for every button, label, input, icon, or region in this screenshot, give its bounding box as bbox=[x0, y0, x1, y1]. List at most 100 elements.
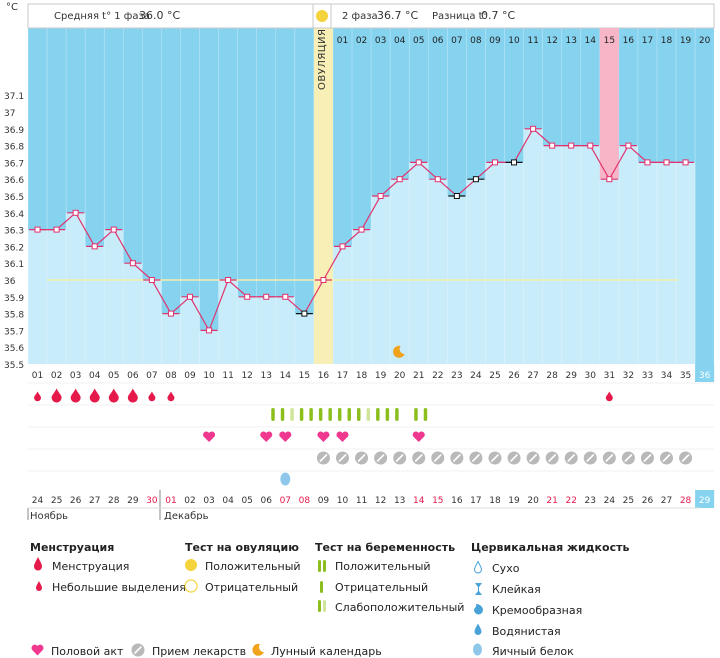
heart-icon bbox=[412, 431, 425, 442]
legend-intercourse: Половой акт bbox=[51, 645, 124, 658]
cervical-eggwhite-icon bbox=[280, 472, 291, 486]
calendar-date: 29 bbox=[699, 496, 711, 506]
cycle-day-number: 08 bbox=[165, 371, 177, 381]
phase2-day-number: 11 bbox=[527, 36, 538, 46]
temp-point[interactable] bbox=[187, 293, 194, 300]
temp-point[interactable] bbox=[625, 142, 632, 149]
cycle-day-number: 23 bbox=[451, 371, 462, 381]
temp-point[interactable] bbox=[663, 159, 670, 166]
temp-point[interactable] bbox=[34, 226, 41, 233]
temp-column bbox=[104, 229, 124, 364]
cycle-day-number: 20 bbox=[394, 371, 406, 381]
y-tick-label: 35.6 bbox=[4, 344, 24, 354]
temp-column bbox=[142, 280, 162, 364]
temp-point[interactable] bbox=[491, 159, 498, 166]
pill-icon bbox=[131, 643, 145, 657]
pregnancy-stick-icon bbox=[309, 408, 313, 421]
cycle-day-number: 27 bbox=[527, 371, 538, 381]
legend-ovulation-negative: Отрицательный bbox=[205, 581, 299, 594]
moon-icon bbox=[252, 643, 264, 656]
temp-point[interactable] bbox=[396, 176, 403, 183]
temp-point[interactable] bbox=[568, 142, 575, 149]
bbt-chart: 35.5 35.6 35.7 35.8 35.9 36 36.1 36.2 36.3 36.4 36… bbox=[4, 2, 715, 520]
heart-icon bbox=[336, 431, 349, 442]
temp-point[interactable] bbox=[434, 176, 441, 183]
legend-cervical-watery: Водянистая bbox=[492, 625, 561, 638]
temp-point[interactable] bbox=[129, 260, 136, 267]
cycle-day-number: 34 bbox=[661, 371, 673, 381]
temp-point[interactable] bbox=[358, 226, 365, 233]
temp-point[interactable] bbox=[644, 159, 651, 166]
temp-point[interactable] bbox=[549, 142, 556, 149]
temp-column bbox=[561, 145, 581, 364]
temp-point[interactable] bbox=[587, 142, 594, 149]
temp-point[interactable] bbox=[263, 293, 270, 300]
temp-point[interactable] bbox=[682, 159, 689, 166]
calendar-date: 28 bbox=[680, 496, 692, 506]
temp-point[interactable] bbox=[72, 209, 79, 216]
ovulation-label: ОВУЛЯЦИЯ bbox=[317, 29, 328, 91]
calendar-date: 02 bbox=[184, 496, 195, 506]
calendar-date: 20 bbox=[527, 496, 539, 506]
legend-cervical-creamy: Кремообразная bbox=[492, 604, 583, 617]
temp-point[interactable] bbox=[511, 159, 518, 166]
temp-point[interactable] bbox=[206, 327, 213, 334]
legend-cervical-title: Цервикальная жидкость bbox=[471, 541, 630, 554]
pill-line bbox=[548, 454, 556, 462]
y-tick-label: 35.9 bbox=[4, 294, 24, 304]
temp-point[interactable] bbox=[606, 176, 613, 183]
legend-cervical-eggwhite: Яичный белок bbox=[492, 645, 574, 658]
temp-column bbox=[161, 313, 181, 364]
phase2-day-number: 04 bbox=[394, 36, 406, 46]
legend-pregnancy-weak: Слабоположительный bbox=[335, 601, 465, 614]
current-day-cell bbox=[695, 364, 715, 382]
temp-point[interactable] bbox=[148, 277, 155, 283]
calendar-date: 11 bbox=[356, 496, 367, 506]
temp-column bbox=[542, 145, 562, 364]
pregnancy-stick-icon bbox=[347, 408, 351, 421]
temp-column bbox=[123, 263, 143, 364]
calendar-date: 07 bbox=[280, 496, 291, 506]
temp-column bbox=[218, 280, 238, 364]
temp-point[interactable] bbox=[91, 243, 98, 250]
phase2-day-number: 14 bbox=[585, 36, 597, 46]
calendar-date: 18 bbox=[489, 496, 501, 506]
y-tick-label: 37 bbox=[4, 109, 15, 119]
temp-point[interactable] bbox=[167, 310, 174, 317]
cycle-day-number: 16 bbox=[318, 371, 330, 381]
calendar-date: 27 bbox=[661, 496, 672, 506]
legend-pregnancy-negative: Отрицательный bbox=[335, 581, 429, 594]
temp-point[interactable] bbox=[225, 277, 232, 283]
temp-column bbox=[580, 145, 600, 364]
calendar-date: 28 bbox=[108, 496, 120, 506]
pill-line bbox=[395, 454, 404, 462]
temp-point[interactable] bbox=[110, 226, 117, 233]
temp-column bbox=[390, 179, 410, 364]
temp-column bbox=[66, 212, 86, 364]
temp-column bbox=[352, 229, 372, 364]
phase2-day-number: 03 bbox=[375, 36, 386, 46]
temp-point[interactable] bbox=[320, 277, 327, 283]
phase2-day-number: 09 bbox=[489, 36, 501, 46]
temp-point[interactable] bbox=[301, 310, 308, 317]
temp-point[interactable] bbox=[377, 193, 384, 199]
pregnancy-stick-weak-icon bbox=[366, 408, 371, 421]
temp-column bbox=[199, 330, 219, 364]
temp-point[interactable] bbox=[453, 193, 460, 199]
pregnancy-stick-icon bbox=[280, 408, 285, 421]
phase2-day-number: 08 bbox=[470, 36, 482, 46]
temp-point[interactable] bbox=[530, 125, 537, 132]
phase2-day-number: 12 bbox=[546, 36, 557, 46]
temp-point[interactable] bbox=[244, 293, 251, 300]
temp-point[interactable] bbox=[282, 293, 289, 300]
temp-column bbox=[47, 229, 67, 364]
pregnancy-stick-icon bbox=[395, 408, 399, 421]
temp-point[interactable] bbox=[339, 243, 346, 250]
temp-point[interactable] bbox=[53, 226, 60, 233]
temp-point[interactable] bbox=[472, 176, 479, 183]
cycle-day-number: 36 bbox=[699, 371, 711, 381]
y-tick-label: 36.8 bbox=[4, 143, 24, 153]
phase2-day-number: 18 bbox=[661, 36, 673, 46]
temp-point[interactable] bbox=[415, 159, 422, 166]
calendar-date: 19 bbox=[508, 496, 520, 506]
